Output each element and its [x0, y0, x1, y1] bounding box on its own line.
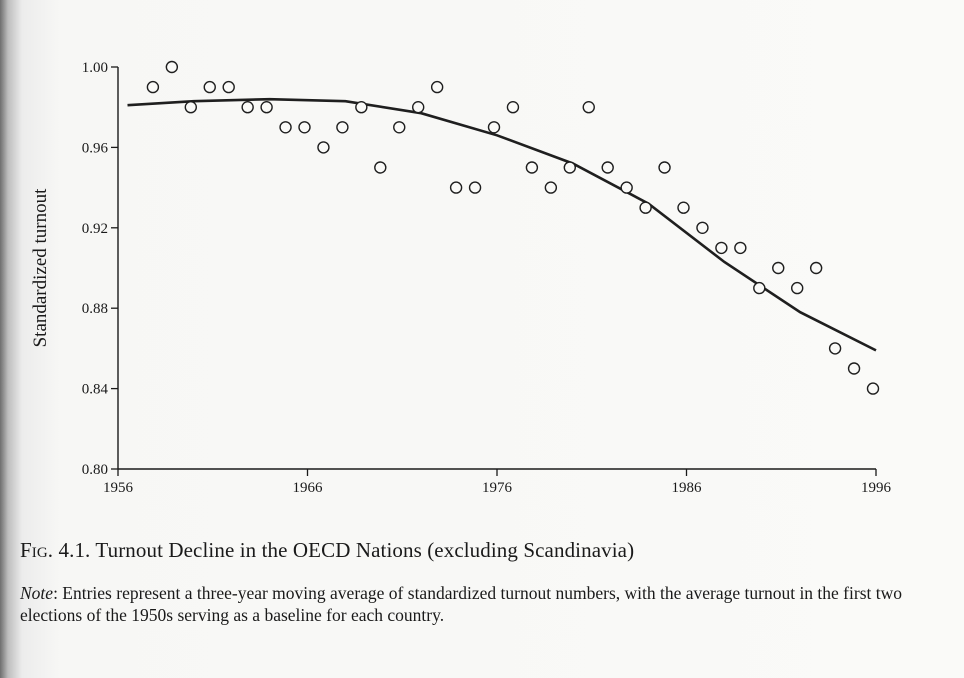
data-point: [336, 121, 349, 134]
y-tick-label: 0.96: [82, 140, 109, 156]
data-point: [260, 100, 273, 114]
data-point: [715, 241, 728, 255]
data-point: [355, 100, 368, 114]
y-tick-label: 1.00: [82, 60, 108, 76]
y-tick-label: 0.92: [82, 221, 108, 237]
data-point: [525, 161, 539, 174]
figure-label: Fig. 4.1.: [20, 538, 91, 562]
trend-line: [127, 97, 877, 352]
x-tick-label: 1996: [861, 480, 892, 496]
figure-caption: Fig. 4.1. Turnout Decline in the OECD Na…: [20, 538, 634, 563]
data-point: [468, 181, 482, 194]
data-point: [639, 201, 652, 214]
y-axis-title: Standardized turnout: [30, 188, 51, 348]
data-point: [317, 141, 330, 154]
data-point: [620, 181, 633, 194]
x-tick-label: 1966: [293, 480, 324, 496]
data-point: [791, 281, 804, 295]
data-point: [753, 281, 766, 295]
data-point: [544, 181, 558, 194]
x-tick-label: 1986: [672, 480, 703, 496]
note-label: Note: [20, 583, 54, 603]
data-point: [734, 241, 747, 255]
y-tick-label: 0.80: [82, 462, 108, 478]
figure-title: Turnout Decline in the OECD Nations (exc…: [95, 538, 635, 562]
ticks: 0.80 0.84 0.88 0.92 0.96 1.00 1956 1966 1976 1986…: [82, 60, 892, 496]
data-point: [866, 382, 880, 395]
data-point: [487, 121, 501, 134]
data-point: [601, 161, 614, 174]
data-point: [430, 80, 444, 94]
data-point: [203, 80, 216, 94]
data-point: [696, 221, 709, 235]
data-points: [146, 60, 880, 395]
data-point: [374, 161, 387, 174]
data-point: [393, 121, 406, 134]
y-tick-label: 0.88: [82, 301, 108, 317]
y-tick-label: 0.84: [82, 382, 109, 398]
data-point: [658, 161, 671, 174]
data-point: [298, 121, 311, 134]
data-point: [847, 362, 861, 375]
x-tick-label: 1976: [482, 480, 513, 496]
data-point: [184, 100, 198, 114]
figure-note: Note: Entries represent a three-year mov…: [20, 582, 940, 626]
data-point: [449, 181, 463, 194]
data-point: [809, 261, 823, 275]
x-tick-label: 1956: [103, 480, 134, 496]
data-point: [772, 261, 785, 275]
data-point: [828, 342, 842, 355]
data-point: [222, 80, 235, 94]
data-point: [279, 121, 292, 134]
data-point: [506, 100, 520, 114]
note-text: : Entries represent a three-year moving …: [20, 583, 903, 625]
data-point: [582, 100, 595, 114]
data-point: [563, 161, 576, 174]
data-point: [412, 100, 425, 114]
data-point: [146, 80, 160, 94]
data-point: [165, 60, 179, 74]
data-point: [241, 100, 254, 114]
data-point: [677, 201, 690, 214]
